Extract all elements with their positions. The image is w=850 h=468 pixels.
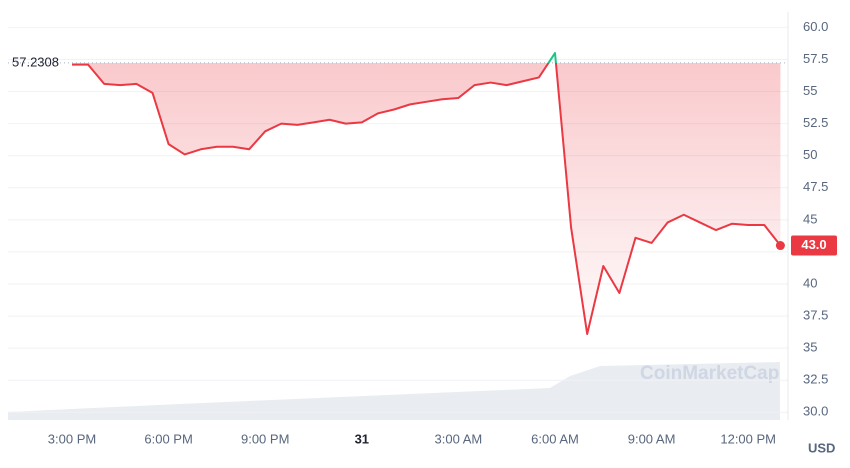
price-line — [72, 52, 782, 336]
y-tick-label: 60.0 — [803, 19, 828, 34]
y-tick-label: 37.5 — [803, 308, 828, 323]
y-tick-label: 55 — [803, 83, 817, 98]
volume-bars — [8, 362, 780, 420]
y-tick-label: 50 — [803, 147, 817, 162]
x-tick-label: 6:00 PM — [144, 431, 192, 446]
x-tick-label: 9:00 PM — [241, 431, 289, 446]
y-tick-label: 52.5 — [803, 115, 828, 130]
y-tick-label: 30.0 — [803, 404, 828, 419]
y-tick-label: 40 — [803, 275, 817, 290]
y-axis-label: USD — [808, 440, 835, 455]
y-tick-label: 35 — [803, 340, 817, 355]
x-tick-label: 9:00 AM — [628, 431, 676, 446]
area-fill — [72, 62, 781, 335]
y-tick-label: 57.5 — [803, 51, 828, 66]
y-tick-label: 47.5 — [803, 179, 828, 194]
last-price-box — [791, 235, 837, 256]
x-tick-label: 3:00 PM — [48, 431, 96, 446]
x-tick-label: 31 — [355, 431, 369, 446]
reference-label: 57.2308 — [12, 54, 59, 69]
y-tick-label: 45 — [803, 211, 817, 226]
y-tick-label: 32.5 — [803, 372, 828, 387]
last-price-label: 43.0 — [801, 237, 826, 252]
x-tick-label: 3:00 AM — [435, 431, 483, 446]
watermark: CoinMarketCap — [640, 363, 779, 384]
x-tick-label: 6:00 AM — [531, 431, 579, 446]
x-tick-label: 12:00 PM — [720, 431, 776, 446]
last-point — [775, 241, 785, 251]
